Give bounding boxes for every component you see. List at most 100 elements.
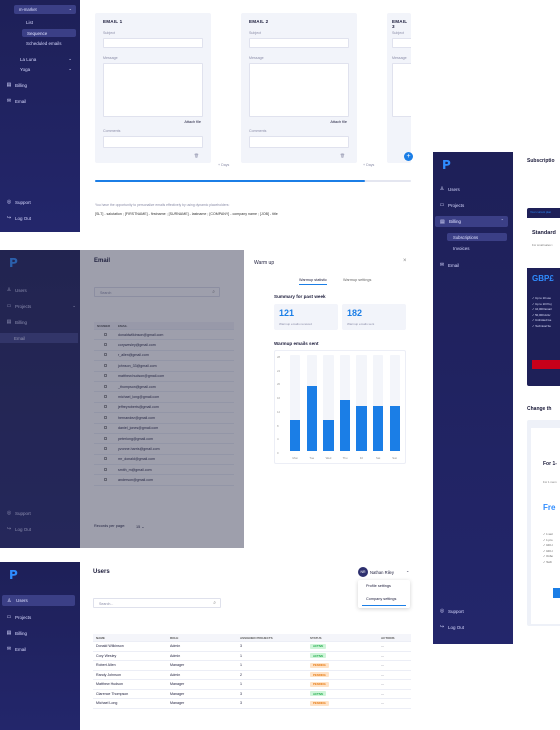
row-checkbox[interactable] — [94, 457, 118, 461]
user-menu-trigger[interactable]: NR Nathan Riley ⌄ — [358, 567, 412, 577]
sidebar-item-logout[interactable]: ↪ Log Out — [6, 526, 31, 532]
table-row[interactable]: r_allen@gmail.com — [94, 351, 234, 362]
sidebar-item-users[interactable]: ♙ Users — [6, 287, 27, 293]
sidebar-item-billing[interactable]: ▤ Billing ⌃ — [435, 216, 508, 227]
sidebar-item-logout[interactable]: ↪ Log Out — [6, 215, 31, 221]
table-row[interactable]: Michael Long Manager 3 PENDING... — [93, 699, 411, 709]
table-row[interactable]: Donald Wilkinson Admin 3 ACTIVE... — [93, 642, 411, 652]
row-checkbox[interactable] — [94, 415, 118, 420]
row-checkbox[interactable] — [94, 446, 118, 451]
message-textarea[interactable] — [249, 63, 349, 117]
trash-icon[interactable]: 🗑 — [193, 153, 199, 158]
comments-input[interactable] — [103, 136, 203, 148]
sidebar-item-billing[interactable]: ▤ Billing — [6, 630, 27, 636]
plan-select-button[interactable] — [553, 588, 560, 598]
trash-icon[interactable]: 🗑 — [339, 153, 345, 158]
attach-file-button[interactable]: Attach file — [330, 120, 347, 124]
modal-backdrop[interactable] — [0, 250, 244, 548]
table-row[interactable]: yvonne.harris@gmail.com — [94, 444, 234, 455]
sidebar-item-projects[interactable]: ▭ Projects — [6, 614, 32, 620]
sidebar-item-scheduled[interactable]: Scheduled emails — [26, 41, 62, 46]
table-row[interactable]: daniel_jones@gmail.com — [94, 424, 234, 434]
comments-input[interactable] — [249, 136, 349, 148]
bar-sun[interactable] — [389, 406, 400, 451]
table-row[interactable]: Matthew Hudson Manager 1 PENDING... — [93, 680, 411, 690]
sidebar-item-subscriptions[interactable]: Subscriptions — [447, 233, 507, 241]
sidebar-item-support[interactable]: ◎ Support — [439, 608, 464, 614]
project-select[interactable]: m-market ⌄ — [14, 5, 76, 14]
bar-wed[interactable] — [323, 420, 334, 451]
sidebar-item-support[interactable]: ◎ Support — [6, 199, 31, 205]
bar-mon[interactable] — [290, 420, 301, 451]
table-row[interactable]: matthew.hudson@gmail.com — [94, 372, 234, 382]
table-row[interactable]: michael_long@gmail.com — [94, 392, 234, 403]
row-actions-button[interactable]: ... — [381, 653, 384, 658]
project-item-la-luna[interactable]: La Luna ⌄ — [20, 56, 72, 62]
row-checkbox[interactable] — [94, 395, 118, 399]
table-row[interactable]: anderson@gmail.com — [94, 475, 234, 486]
sidebar-item-email[interactable]: ✉ Email — [439, 262, 459, 268]
close-icon[interactable]: × — [403, 258, 407, 264]
sidebar-item-logout[interactable]: ↪ Log Out — [439, 624, 464, 630]
table-row[interactable]: Cory Wesley Admin 1 ACTIVE... — [93, 652, 411, 661]
row-checkbox[interactable] — [94, 374, 118, 378]
scroll-track[interactable] — [95, 180, 411, 182]
search-input[interactable]: Search ⌕ — [94, 287, 220, 297]
sidebar-item-billing[interactable]: ▤ Billing — [6, 82, 27, 88]
table-row[interactable]: corywesley@gmail.com — [94, 340, 234, 351]
row-checkbox[interactable] — [94, 384, 118, 389]
menu-item-company-settings[interactable]: Company settings — [366, 597, 397, 601]
bar-sat[interactable] — [373, 406, 384, 451]
message-textarea[interactable] — [392, 63, 411, 117]
attach-file-button[interactable]: Attach file — [184, 120, 201, 124]
row-checkbox[interactable] — [94, 436, 118, 441]
sidebar-item-users[interactable]: ♙ Users — [439, 186, 460, 192]
sidebar-item-email[interactable]: Email — [0, 333, 78, 343]
row-checkbox[interactable] — [94, 363, 118, 368]
subject-input[interactable] — [392, 38, 411, 48]
table-row[interactable]: johnson_33@gmail.com — [94, 361, 234, 372]
subject-input[interactable] — [103, 38, 203, 48]
row-checkbox[interactable] — [94, 332, 118, 337]
table-row[interactable]: jeffreyroberts@gmail.com — [94, 403, 234, 414]
row-actions-button[interactable]: ... — [381, 691, 384, 696]
bar-tue[interactable] — [306, 385, 317, 451]
row-actions-button[interactable]: ... — [381, 644, 384, 649]
sidebar-item-email[interactable]: ✉ Email — [6, 646, 26, 652]
row-checkbox[interactable] — [94, 343, 118, 347]
bar-thu[interactable] — [339, 399, 351, 451]
sidebar-item-billing[interactable]: ▤ Billing — [6, 319, 27, 325]
table-row[interactable]: mr_donald@gmail.com — [94, 455, 234, 466]
table-row[interactable]: smith_m@gmail.com — [94, 465, 234, 476]
scroll-thumb[interactable] — [95, 180, 365, 182]
row-checkbox[interactable] — [94, 405, 118, 409]
tab-warmup-statistic[interactable]: Warmup statistic — [299, 278, 327, 285]
table-row[interactable]: Robert Allen Manager 1 PENDING... — [93, 661, 411, 671]
row-checkbox[interactable] — [94, 353, 118, 357]
row-actions-button[interactable]: ... — [381, 663, 384, 668]
search-input[interactable]: Search... ⌕ — [93, 598, 221, 608]
row-checkbox[interactable] — [94, 426, 118, 430]
project-item-yoga[interactable]: Yoga ⌄ — [20, 66, 72, 72]
sidebar-item-sequence[interactable]: Sequence — [22, 29, 76, 37]
records-per-page-select[interactable]: 15 ⌄ — [136, 524, 144, 529]
tab-warmup-settings[interactable]: Warmup settings — [343, 278, 372, 282]
sidebar-item-projects[interactable]: ▭ Projects — [439, 202, 465, 208]
row-actions-button[interactable]: ... — [381, 701, 384, 706]
table-row[interactable]: donaldwilkinson@gmail.com — [94, 330, 234, 341]
bar-fri[interactable] — [356, 406, 367, 451]
table-row[interactable]: Clarence Thompson Manager 3 ACTIVE... — [93, 690, 411, 699]
plan-cta-button[interactable] — [532, 360, 560, 369]
row-actions-button[interactable]: ... — [381, 672, 384, 677]
message-textarea[interactable] — [103, 63, 203, 117]
add-email-button[interactable]: + — [404, 152, 413, 161]
subject-input[interactable] — [249, 38, 349, 48]
row-checkbox[interactable] — [94, 467, 118, 472]
row-checkbox[interactable] — [94, 478, 118, 482]
sidebar-item-invoices[interactable]: Invoices — [453, 246, 470, 251]
row-actions-button[interactable]: ... — [381, 682, 384, 687]
sidebar-item-support[interactable]: ◎ Support — [6, 510, 31, 516]
table-row[interactable]: peterlong@gmail.com — [94, 434, 234, 445]
sidebar-item-email[interactable]: ✉ Email — [6, 98, 26, 104]
table-row[interactable]: _thompson@gmail.com — [94, 382, 234, 393]
